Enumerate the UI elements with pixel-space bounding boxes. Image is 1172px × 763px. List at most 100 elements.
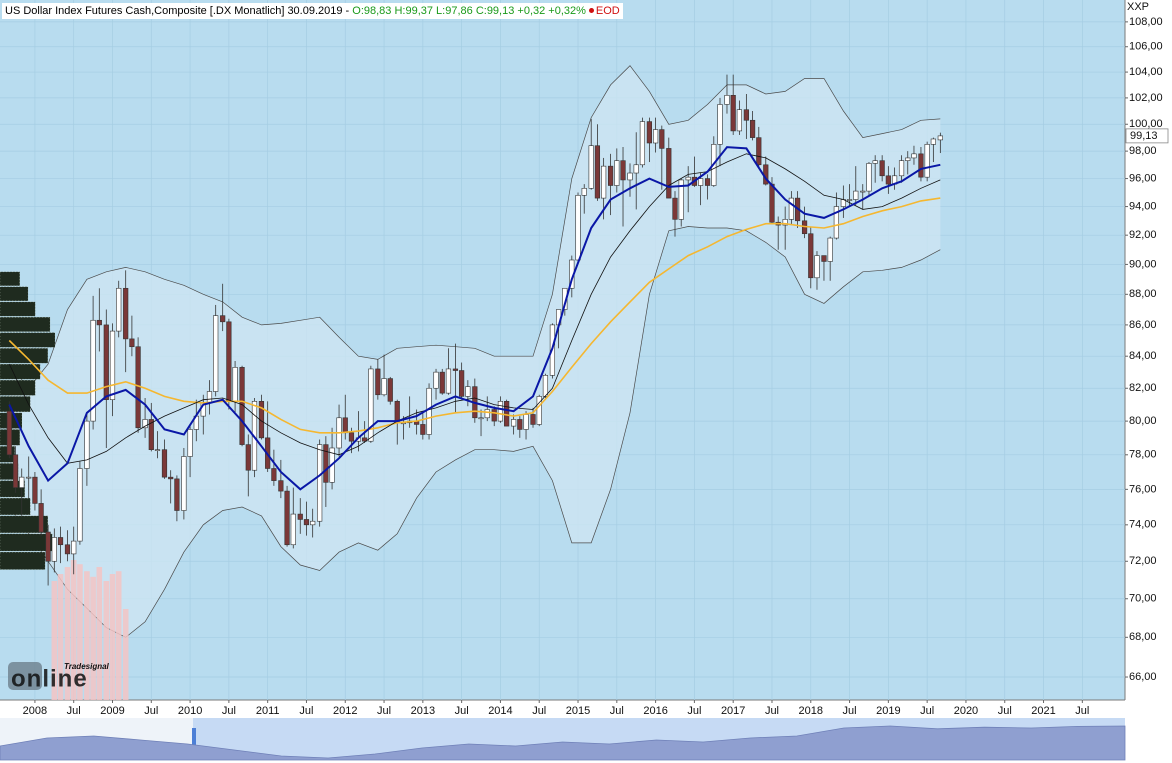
candle-body: [90, 319, 96, 422]
candle-body: [542, 375, 549, 397]
candle-body: [154, 449, 161, 451]
y-tick-label: 76,00: [1129, 483, 1157, 495]
x-tick-label: 2012: [333, 705, 357, 717]
candle-body: [743, 109, 749, 121]
candle-body: [627, 172, 633, 181]
candle-body: [26, 476, 32, 479]
axes: 66,00 68,00 70,00 72,00 74,00 76,00 78,00 80,00…: [23, 16, 1169, 717]
candle-body: [653, 129, 659, 144]
candle-body: [833, 206, 839, 239]
candle-body: [445, 368, 452, 394]
x-tick-label: 2009: [100, 705, 124, 717]
y-tick-label: 72,00: [1129, 555, 1157, 567]
candle-body: [362, 437, 368, 442]
candle-body: [749, 119, 756, 138]
x-tick-label: 2010: [178, 705, 202, 717]
candle-body: [517, 419, 523, 430]
candle-body: [6, 410, 12, 456]
candle-body: [769, 183, 775, 223]
axis-background: [1125, 0, 1172, 700]
candle-body: [142, 419, 148, 429]
candle-body: [620, 160, 626, 181]
indicator-line: [8, 146, 941, 491]
x-tick-label: 2021: [1031, 705, 1055, 717]
last-price-label: 99,13: [1130, 130, 1158, 142]
candle-body: [375, 368, 381, 396]
profile-bar: [0, 480, 25, 498]
candle-body: [452, 368, 459, 371]
candle-body: [84, 420, 90, 469]
y-tick-label: 106,00: [1129, 41, 1163, 53]
candle-body: [109, 330, 116, 400]
candle-body: [814, 255, 820, 279]
x-tick-label: 2013: [411, 705, 435, 717]
x-tick-label: 2018: [799, 705, 823, 717]
x-tick-label: Jul: [532, 705, 546, 717]
candle-body: [38, 503, 44, 533]
candle-body: [45, 531, 51, 562]
candle-body: [575, 194, 581, 261]
candle-body: [685, 176, 691, 181]
candle-body: [808, 233, 814, 279]
candle-body: [756, 137, 762, 166]
candle-body: [872, 160, 878, 164]
x-tick-label: Jul: [222, 705, 236, 717]
candle-body: [879, 160, 885, 177]
y-tick-label: 82,00: [1129, 382, 1157, 394]
x-tick-label: 2017: [721, 705, 745, 717]
candle-body: [284, 490, 290, 546]
profile-bar: [0, 379, 36, 396]
candle-body: [239, 367, 245, 445]
profile-bar: [0, 396, 31, 413]
y-tick-label: 78,00: [1129, 449, 1157, 461]
candle-body: [77, 468, 83, 542]
candle-body: [730, 95, 736, 132]
candle-body: [465, 386, 471, 397]
candle-body: [866, 163, 872, 192]
candle-body: [704, 178, 711, 186]
candle-body: [846, 199, 853, 201]
candle-body: [717, 104, 723, 145]
candle-body: [885, 175, 891, 185]
candle-body: [672, 197, 678, 220]
y-tick-label: 66,00: [1129, 671, 1157, 683]
y-tick-label: 100,00: [1129, 118, 1163, 130]
candle-body: [381, 378, 387, 396]
candle-body: [478, 417, 484, 420]
candle-body: [666, 148, 672, 199]
candle-body: [698, 178, 704, 186]
candle-body: [646, 121, 652, 144]
y-tick-label: 88,00: [1129, 288, 1157, 300]
volume: [51, 560, 129, 700]
candle-body: [103, 324, 109, 400]
candle-body: [853, 190, 859, 200]
y-tick-label: 80,00: [1129, 415, 1157, 427]
candle-body: [174, 478, 180, 511]
volume-bar: [77, 564, 83, 700]
x-tick-label: Jul: [67, 705, 81, 717]
x-tick-label: 2015: [566, 705, 590, 717]
candle-body: [161, 449, 168, 478]
y-tick-label: 104,00: [1129, 66, 1163, 78]
x-tick-label: 2020: [954, 705, 978, 717]
candle-body: [51, 537, 57, 562]
candle-body: [601, 165, 607, 199]
candle-body: [290, 513, 296, 546]
x-tick-label: 2008: [23, 705, 47, 717]
candle-body: [420, 424, 426, 435]
candle-body: [271, 468, 277, 481]
candle-body: [930, 138, 936, 145]
volume-bar: [122, 609, 129, 700]
candle-body: [32, 476, 38, 504]
candle-body: [633, 164, 639, 174]
y-tick-label: 84,00: [1129, 350, 1157, 362]
logo-big: online: [11, 665, 88, 692]
candle-body: [394, 401, 400, 424]
x-tick-label: Jul: [299, 705, 313, 717]
candle-body: [659, 129, 665, 149]
indicators: [8, 146, 941, 491]
y-tick-label: 68,00: [1129, 631, 1157, 643]
x-tick-label: 2014: [488, 705, 512, 717]
x-tick-label: Jul: [998, 705, 1012, 717]
